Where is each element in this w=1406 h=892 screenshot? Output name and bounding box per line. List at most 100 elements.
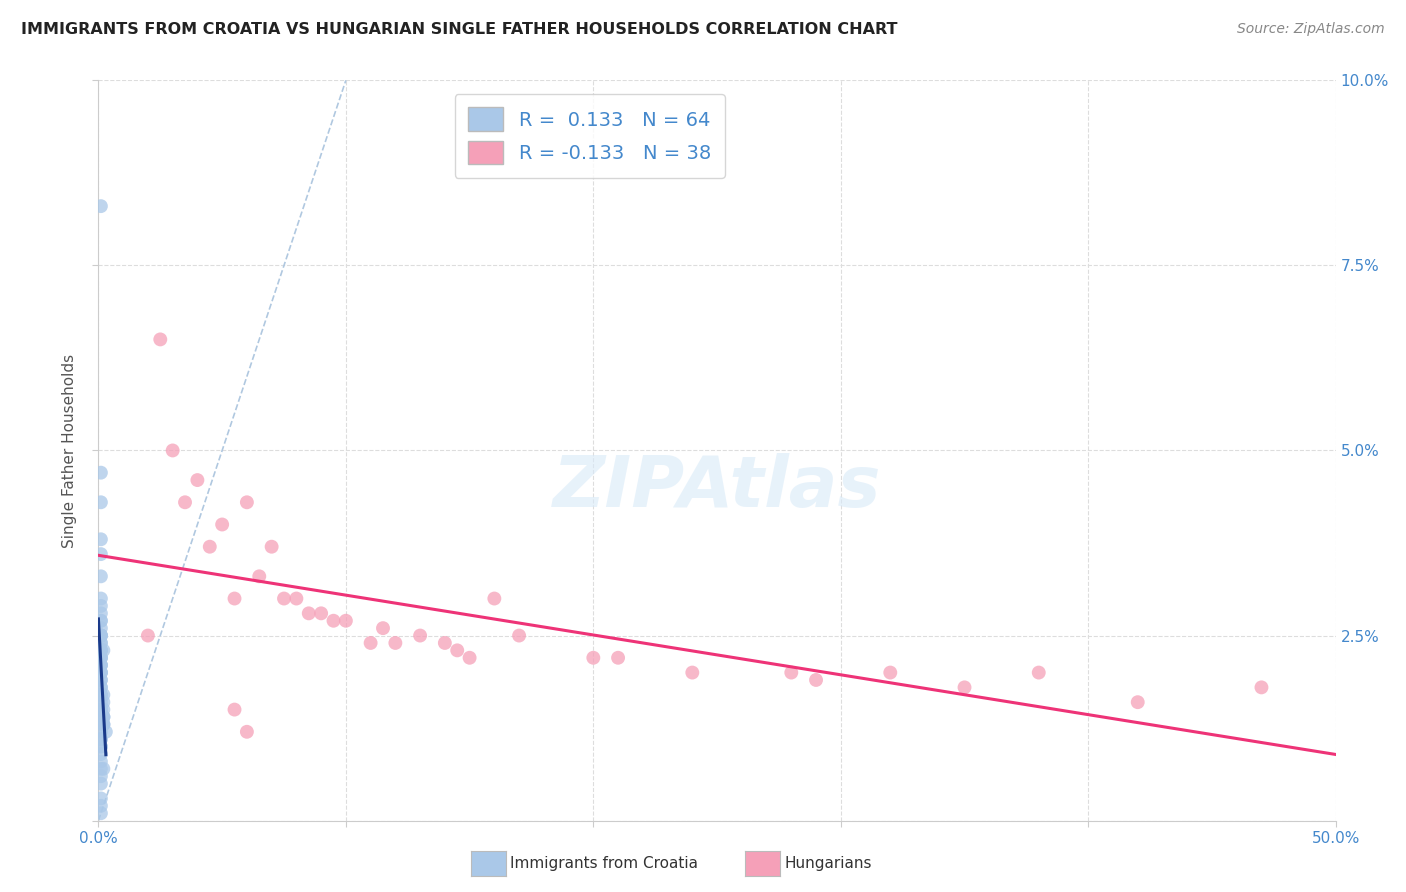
Point xyxy=(90,776,112,791)
Point xyxy=(90,607,112,621)
Point xyxy=(90,650,112,665)
Point xyxy=(247,569,270,583)
Point xyxy=(93,717,115,731)
Point xyxy=(136,628,159,642)
Text: IMMIGRANTS FROM CROATIA VS HUNGARIAN SINGLE FATHER HOUSEHOLDS CORRELATION CHART: IMMIGRANTS FROM CROATIA VS HUNGARIAN SIN… xyxy=(21,22,897,37)
Point xyxy=(335,614,357,628)
Point xyxy=(90,650,112,665)
Point xyxy=(90,755,112,769)
Point xyxy=(90,732,112,747)
Point xyxy=(93,643,115,657)
Point xyxy=(458,650,481,665)
Point xyxy=(211,517,233,532)
Point xyxy=(90,658,112,673)
Point xyxy=(90,806,112,821)
Legend: R =  0.133   N = 64, R = -0.133   N = 38: R = 0.133 N = 64, R = -0.133 N = 38 xyxy=(454,94,724,178)
Point xyxy=(90,569,112,583)
Point xyxy=(236,495,259,509)
Point xyxy=(90,673,112,687)
Point xyxy=(90,703,112,717)
Point xyxy=(90,798,112,813)
Point xyxy=(90,688,112,702)
Point xyxy=(93,762,115,776)
Point xyxy=(224,591,246,606)
Point xyxy=(93,688,115,702)
Point xyxy=(582,650,605,665)
Point xyxy=(90,614,112,628)
Point xyxy=(90,703,112,717)
Point xyxy=(360,636,382,650)
Point xyxy=(484,591,506,606)
Text: ZIPAtlas: ZIPAtlas xyxy=(553,453,882,522)
Point xyxy=(1250,681,1272,695)
Point xyxy=(90,673,112,687)
Point xyxy=(90,665,112,680)
Point xyxy=(90,681,112,695)
Point xyxy=(90,643,112,657)
Point xyxy=(90,688,112,702)
Point xyxy=(90,614,112,628)
Point xyxy=(90,643,112,657)
Point xyxy=(90,628,112,642)
Point xyxy=(804,673,827,687)
Point xyxy=(90,724,112,739)
Point xyxy=(90,621,112,635)
Point xyxy=(433,636,456,650)
Point xyxy=(90,533,112,547)
Point xyxy=(90,769,112,783)
Point xyxy=(90,650,112,665)
Point xyxy=(285,591,308,606)
Point xyxy=(371,621,394,635)
Point xyxy=(780,665,803,680)
Point xyxy=(90,732,112,747)
Point xyxy=(90,739,112,754)
Point xyxy=(224,703,246,717)
Point xyxy=(93,710,115,724)
Point xyxy=(90,695,112,709)
Point xyxy=(90,199,112,213)
Point xyxy=(198,540,221,554)
Point xyxy=(174,495,197,509)
Point xyxy=(93,717,115,731)
Point xyxy=(90,599,112,613)
Point xyxy=(162,443,184,458)
Point xyxy=(409,628,432,642)
Point xyxy=(322,614,344,628)
Point xyxy=(298,607,321,621)
Point xyxy=(90,591,112,606)
Point xyxy=(90,628,112,642)
Point xyxy=(879,665,901,680)
Point xyxy=(508,628,530,642)
Point xyxy=(93,695,115,709)
Point xyxy=(186,473,208,487)
Point xyxy=(90,658,112,673)
Y-axis label: Single Father Households: Single Father Households xyxy=(62,353,77,548)
Point xyxy=(681,665,703,680)
Point xyxy=(149,332,172,346)
Point xyxy=(953,681,976,695)
Point xyxy=(236,724,259,739)
Point xyxy=(90,636,112,650)
Text: Source: ZipAtlas.com: Source: ZipAtlas.com xyxy=(1237,22,1385,37)
Text: Hungarians: Hungarians xyxy=(785,856,872,871)
Point xyxy=(90,658,112,673)
Point xyxy=(93,717,115,731)
Point xyxy=(273,591,295,606)
Point xyxy=(90,791,112,805)
Point xyxy=(90,643,112,657)
Point xyxy=(93,703,115,717)
Point xyxy=(90,762,112,776)
Point xyxy=(309,607,332,621)
Point xyxy=(90,739,112,754)
Point xyxy=(90,547,112,561)
Point xyxy=(90,466,112,480)
Point xyxy=(90,628,112,642)
Point xyxy=(90,636,112,650)
Point xyxy=(90,681,112,695)
Point xyxy=(90,628,112,642)
Point xyxy=(93,710,115,724)
Point xyxy=(384,636,406,650)
Point xyxy=(90,665,112,680)
Point xyxy=(1126,695,1149,709)
Text: Immigrants from Croatia: Immigrants from Croatia xyxy=(510,856,699,871)
